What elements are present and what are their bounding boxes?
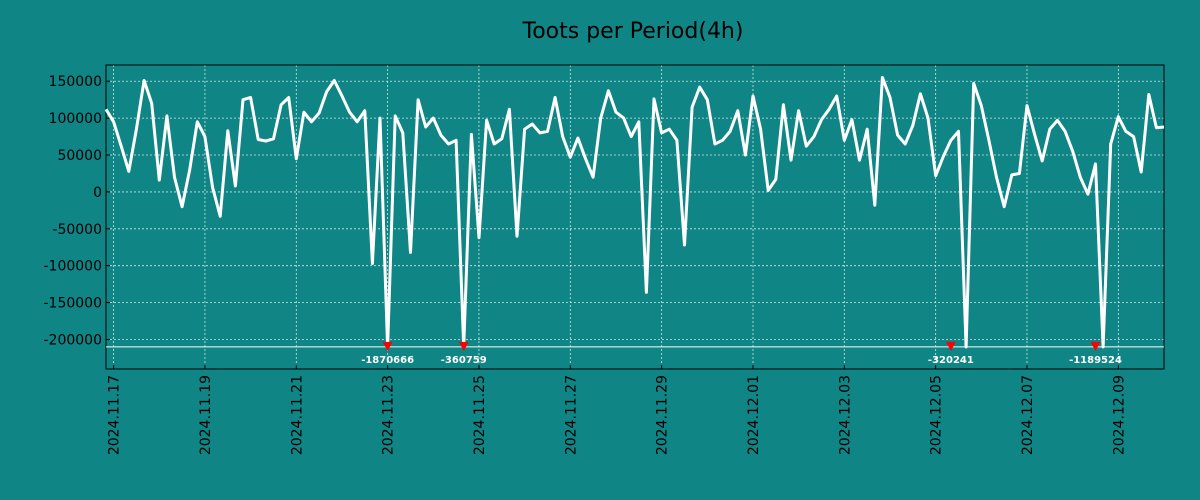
clip-value-label: -320241 <box>928 355 974 366</box>
clip-value-label: -1189524 <box>1069 355 1122 366</box>
x-tick-label: 2024.12.03 <box>837 375 853 455</box>
x-tick-label: 2024.11.29 <box>655 375 671 455</box>
x-tick-label: 2024.11.27 <box>563 375 579 455</box>
y-tick-label: -150000 <box>44 296 103 312</box>
series-line-toots <box>104 76 1165 349</box>
plot-frame <box>105 64 1165 370</box>
clip-marker <box>382 341 393 351</box>
y-tick-label: 0 <box>93 185 102 201</box>
x-tick-label: 2024.12.07 <box>1020 375 1036 455</box>
clip-value-label: -360759 <box>441 355 487 366</box>
y-tick-label: 50000 <box>57 148 102 164</box>
x-tick-label: 2024.11.17 <box>107 375 123 455</box>
y-tick-label: -50000 <box>52 222 102 238</box>
clip-marker <box>945 341 956 351</box>
clip-markers: -1870666 -360759 -320241 -1189524 <box>361 341 1122 366</box>
grid <box>106 65 1164 369</box>
clip-value-label: -1870666 <box>361 355 414 366</box>
clip-marker <box>1090 341 1101 351</box>
y-tick-label: -200000 <box>44 332 103 348</box>
x-tick-label: 2024.11.19 <box>198 375 214 455</box>
clip-marker <box>458 341 469 351</box>
y-axis: 150000 100000 50000 0 -50000 -100000 -150000 -2… <box>44 74 110 348</box>
x-tick-label: 2024.12.01 <box>746 375 762 455</box>
x-tick-label: 2024.12.09 <box>1111 375 1127 455</box>
x-tick-label: 2024.11.25 <box>472 375 488 455</box>
y-tick-label: 150000 <box>49 74 102 90</box>
chart-title: Toots per Period(4h) <box>522 19 744 44</box>
x-tick-label: 2024.11.21 <box>289 375 305 455</box>
x-axis: 2024.11.17 2024.11.19 2024.11.21 2024.11.23… <box>107 365 1127 455</box>
y-tick-label: 100000 <box>49 111 102 127</box>
x-tick-label: 2024.11.23 <box>381 375 397 455</box>
x-tick-label: 2024.12.05 <box>929 375 945 455</box>
y-tick-label: -100000 <box>44 259 103 275</box>
